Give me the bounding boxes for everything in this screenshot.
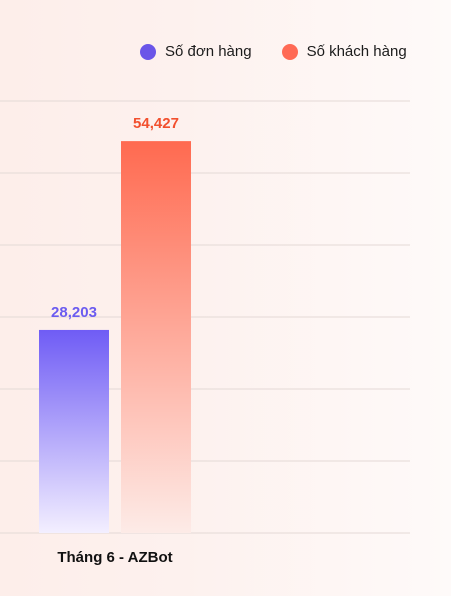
bar-customers[interactable] [121,141,191,533]
bars [39,141,191,533]
legend-label-customers: Số khách hàng [306,43,407,60]
value-label-customers: 54,427 [133,115,179,132]
legend-dot-orders [140,43,156,60]
bar-orders[interactable] [39,329,109,533]
legend-item-orders[interactable]: Số đơn hàng [140,43,252,60]
value-label-orders: 28,203 [51,304,97,321]
value-labels: 28,203 54,427 [51,115,179,321]
legend: Số đơn hàng Số khách hàng [140,43,407,60]
legend-label-orders: Số đơn hàng [165,43,252,60]
legend-item-customers[interactable]: Số khách hàng [281,43,407,60]
x-tick-label: Tháng 6 - AZBot [57,549,172,566]
legend-dot-customers [281,43,298,60]
